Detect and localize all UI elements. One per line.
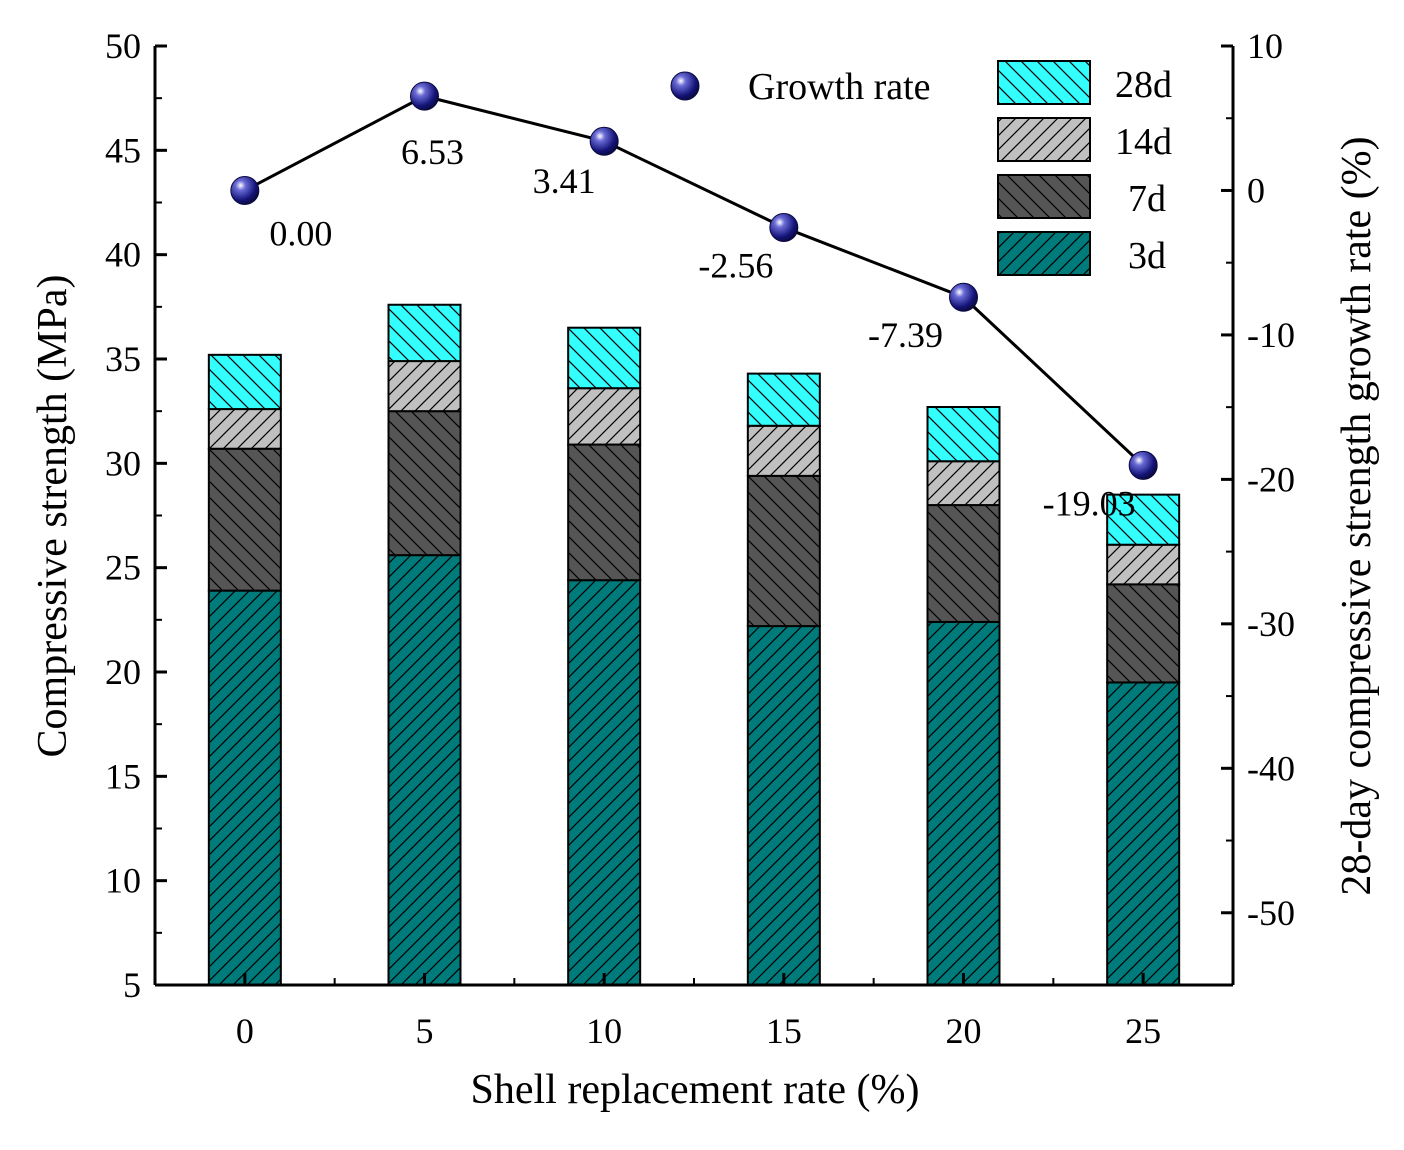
legend-3d-label: 3d (1128, 235, 1166, 277)
legend-growth-rate-label: Growth rate (748, 66, 931, 108)
legend-14d-label: 14d (1115, 121, 1172, 163)
growth-rate-point-15 (769, 212, 799, 242)
y-axis-right-title: 28-day compressive strength growth rate … (1334, 136, 1380, 895)
y-right-tick-label--30: -30 (1247, 604, 1295, 644)
growth-line-layer: 0.00 6.53 3.41 -2.56 -7.39 -19.03 (230, 81, 1158, 523)
legend-item-28d: 28d (997, 60, 1172, 106)
bar-28d-10 (567, 326, 642, 390)
legend-item-growth-rate: Growth rate (670, 66, 931, 108)
legend-28d-hatch (998, 61, 1090, 104)
legend: Growth rate 28d 14d 7d 3d (670, 60, 1172, 277)
y-tick-label-45: 45 (105, 130, 141, 170)
x-tick-label-20: 20 (946, 1011, 982, 1051)
growth-rate-label-20: -7.39 (868, 315, 943, 355)
y-right-tick-label--10: -10 (1247, 315, 1295, 355)
bar-14d-20 (926, 460, 1001, 507)
growth-rate-label-15: -2.56 (698, 245, 773, 285)
bar-14d-10 (567, 387, 642, 446)
y-axis-title: Compressive strength (MPa) (30, 275, 76, 758)
bar-3d-20 (926, 620, 1001, 986)
bar-28d-0 (207, 353, 282, 411)
x-tick-label-25: 25 (1125, 1011, 1161, 1051)
bar-3d-25 (1106, 681, 1181, 987)
bar-28d-5 (387, 303, 462, 363)
y-right-tick-label-10: 10 (1247, 26, 1283, 66)
legend-item-3d: 3d (997, 231, 1166, 277)
bar-3d-0 (207, 589, 282, 986)
y-tick-label-30: 30 (105, 443, 141, 483)
legend-item-7d: 7d (997, 174, 1166, 220)
growth-rate-point-10 (589, 126, 619, 156)
y-right-tick-label--50: -50 (1247, 893, 1295, 933)
bar-14d-15 (746, 424, 821, 477)
growth-rate-point-5 (410, 81, 439, 111)
x-tick-label-5: 5 (416, 1011, 434, 1051)
axes-layer: 5 10 15 20 25 30 35 40 45 50 -50 -40 -30 -20 -10 0 10 0 5 1… (105, 26, 1295, 1051)
legend-7d-label: 7d (1128, 178, 1166, 220)
bar-3d-15 (746, 625, 821, 986)
bar-7d-0 (207, 447, 282, 592)
bar-7d-5 (387, 410, 462, 557)
growth-rate-label-0: 0.00 (269, 213, 332, 253)
growth-rate-point-20 (949, 282, 978, 312)
growth-rate-line (244, 94, 1145, 467)
legend-item-14d: 14d (997, 117, 1172, 163)
growth-rate-label-25: -19.03 (1043, 483, 1136, 523)
legend-3d-hatch (998, 232, 1090, 275)
y-tick-label-25: 25 (105, 548, 141, 588)
x-tick-label-0: 0 (236, 1011, 254, 1051)
growth-rate-point-0 (230, 175, 260, 205)
bar-14d-25 (1106, 543, 1181, 586)
y-tick-label-10: 10 (105, 861, 141, 901)
legend-14d-hatch (998, 118, 1090, 161)
y-right-tick-label-0: 0 (1247, 170, 1265, 210)
growth-rate-label-5: 6.53 (401, 132, 464, 172)
bar-7d-25 (1106, 583, 1181, 684)
x-tick-label-10: 10 (586, 1011, 622, 1051)
bar-28d-15 (746, 372, 821, 427)
bar-3d-10 (567, 579, 642, 986)
y-tick-label-20: 20 (105, 652, 141, 692)
bar-14d-0 (207, 408, 282, 450)
y-tick-label-5: 5 (123, 965, 141, 1005)
bar-7d-10 (567, 443, 642, 582)
y-tick-label-15: 15 (105, 756, 141, 796)
bar-14d-5 (387, 360, 462, 413)
bar-7d-15 (746, 474, 821, 628)
growth-rate-label-10: 3.41 (533, 161, 596, 201)
y-right-tick-label--20: -20 (1247, 459, 1295, 499)
legend-growth-rate-marker (670, 71, 700, 101)
bar-7d-20 (926, 504, 1001, 623)
y-right-tick-label--40: -40 (1247, 748, 1295, 788)
legend-28d-label: 28d (1115, 64, 1172, 106)
growth-rate-point-25 (1128, 450, 1158, 480)
y-tick-label-50: 50 (105, 26, 141, 66)
bars-layer (207, 303, 1181, 987)
bar-28d-20 (926, 405, 1001, 463)
x-axis-title: Shell replacement rate (%) (471, 1067, 920, 1113)
y-tick-label-40: 40 (105, 235, 141, 275)
legend-7d-hatch (998, 175, 1090, 218)
x-tick-label-15: 15 (766, 1011, 802, 1051)
y-tick-label-35: 35 (105, 339, 141, 379)
bar-3d-5 (387, 554, 462, 986)
